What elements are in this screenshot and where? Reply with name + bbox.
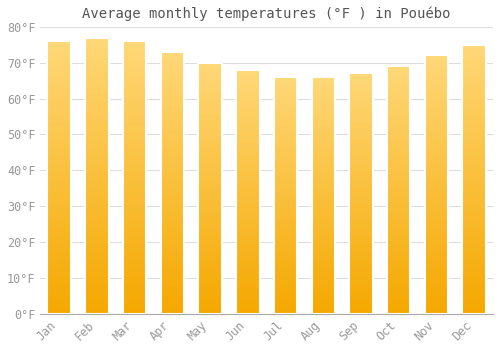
Bar (48, 41, 71, 314)
Bar (312, 77, 335, 314)
Bar (425, 56, 448, 314)
Bar (85, 37, 108, 314)
Bar (123, 41, 146, 314)
Bar (462, 45, 486, 314)
Bar (387, 66, 410, 314)
Title: Average monthly temperatures (°F ) in Pouébo: Average monthly temperatures (°F ) in Po… (82, 7, 451, 21)
Bar (198, 63, 222, 314)
Bar (160, 52, 184, 314)
Bar (350, 74, 372, 314)
Bar (274, 77, 297, 314)
Bar (236, 70, 260, 314)
